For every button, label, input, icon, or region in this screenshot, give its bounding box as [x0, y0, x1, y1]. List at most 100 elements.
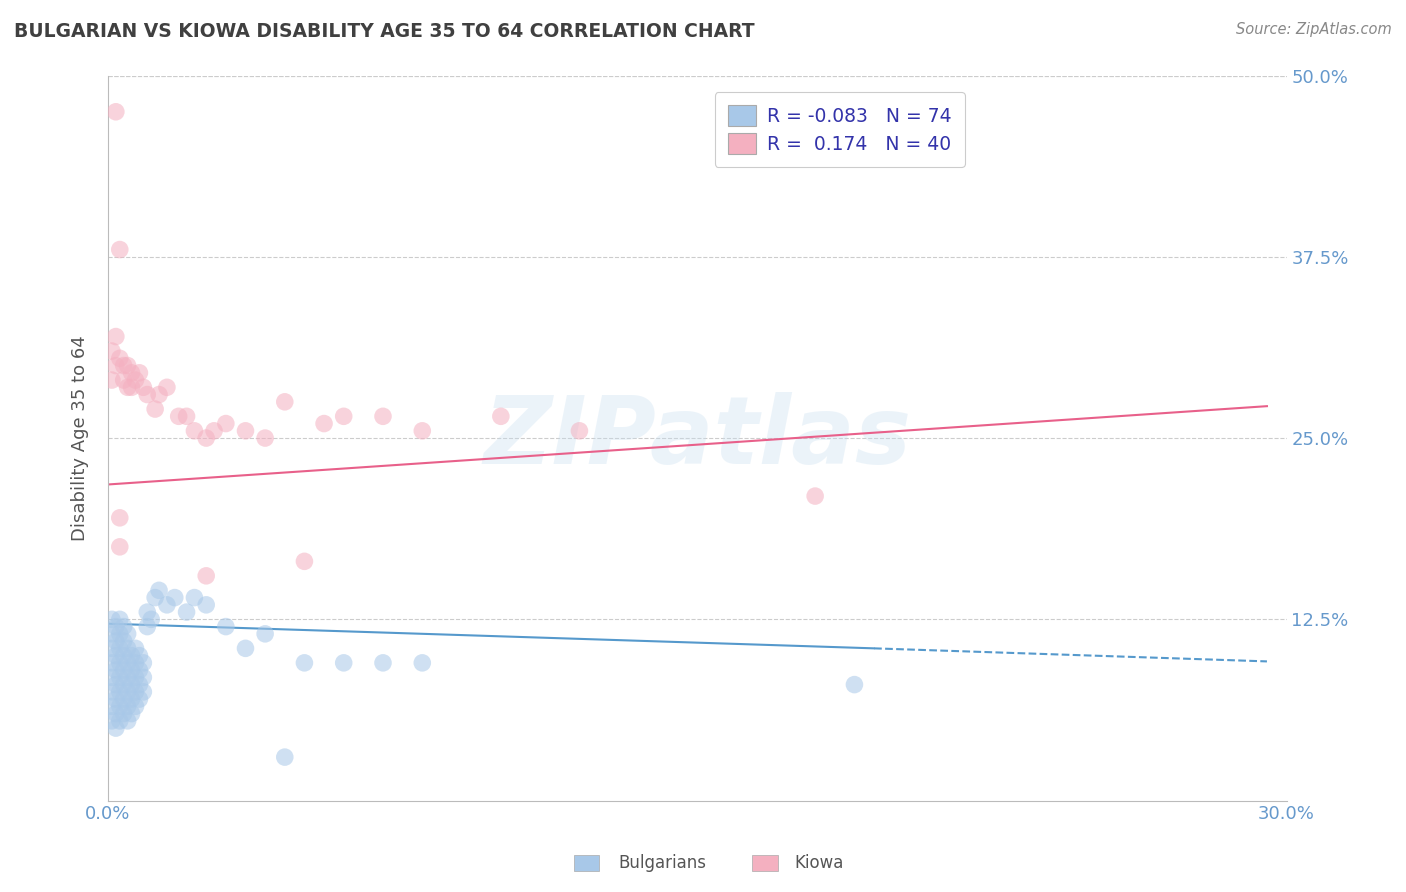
Point	[124, 699, 146, 714]
Point	[163, 591, 186, 605]
Point	[254, 627, 277, 641]
Point	[112, 706, 135, 721]
Point	[104, 619, 127, 633]
Point	[215, 417, 238, 431]
Text: ZIPatlas: ZIPatlas	[484, 392, 911, 484]
Point	[101, 612, 124, 626]
Point	[844, 677, 866, 691]
Point	[148, 583, 170, 598]
Point	[117, 656, 139, 670]
Point	[117, 380, 139, 394]
Point	[156, 380, 179, 394]
Point	[128, 648, 150, 663]
Point	[108, 714, 131, 728]
Point	[176, 605, 198, 619]
Point	[568, 424, 591, 438]
Point	[128, 692, 150, 706]
Point	[108, 627, 131, 641]
Point	[371, 656, 394, 670]
Point	[101, 714, 124, 728]
Point	[112, 677, 135, 691]
Point	[101, 344, 124, 359]
Point	[104, 721, 127, 735]
Point	[104, 648, 127, 663]
Point	[148, 387, 170, 401]
Point	[136, 387, 159, 401]
Point	[274, 394, 297, 409]
Point	[254, 431, 277, 445]
Point	[124, 685, 146, 699]
Point	[104, 104, 127, 119]
Point	[215, 619, 238, 633]
Point	[128, 366, 150, 380]
Point	[117, 699, 139, 714]
Point	[195, 569, 218, 583]
Point	[176, 409, 198, 424]
Point	[108, 685, 131, 699]
Point	[136, 605, 159, 619]
Point	[112, 619, 135, 633]
Point	[108, 351, 131, 366]
Point	[104, 329, 127, 343]
Point	[101, 699, 124, 714]
Legend: R = -0.083   N = 74, R =  0.174   N = 40: R = -0.083 N = 74, R = 0.174 N = 40	[714, 92, 965, 167]
Point	[804, 489, 827, 503]
Point	[108, 511, 131, 525]
Point	[183, 424, 205, 438]
Point	[183, 591, 205, 605]
Point	[108, 656, 131, 670]
Text: BULGARIAN VS KIOWA DISABILITY AGE 35 TO 64 CORRELATION CHART: BULGARIAN VS KIOWA DISABILITY AGE 35 TO …	[14, 22, 755, 41]
Point	[143, 402, 166, 417]
Point	[121, 648, 143, 663]
Point	[124, 656, 146, 670]
Point	[108, 612, 131, 626]
Point	[167, 409, 190, 424]
Point	[117, 359, 139, 373]
Point	[101, 685, 124, 699]
Point	[104, 359, 127, 373]
Point	[101, 670, 124, 684]
Point	[117, 627, 139, 641]
Point	[124, 641, 146, 656]
Point	[371, 409, 394, 424]
Point	[274, 750, 297, 764]
Point	[195, 598, 218, 612]
Text: Kiowa: Kiowa	[794, 855, 844, 872]
Point	[101, 627, 124, 641]
Point	[117, 670, 139, 684]
Point	[143, 591, 166, 605]
Point	[104, 634, 127, 648]
Point	[489, 409, 512, 424]
Point	[132, 656, 155, 670]
Point	[121, 692, 143, 706]
Point	[332, 409, 354, 424]
Y-axis label: Disability Age 35 to 64: Disability Age 35 to 64	[72, 335, 89, 541]
Point	[104, 677, 127, 691]
Point	[104, 663, 127, 677]
Point	[112, 648, 135, 663]
Point	[128, 663, 150, 677]
Point	[312, 417, 335, 431]
Point	[294, 656, 316, 670]
Point	[128, 677, 150, 691]
Point	[156, 598, 179, 612]
Point	[112, 663, 135, 677]
Point	[101, 373, 124, 387]
Point	[235, 424, 257, 438]
Point	[195, 431, 218, 445]
Point	[101, 656, 124, 670]
Point	[132, 670, 155, 684]
Point	[141, 612, 163, 626]
Point	[411, 656, 433, 670]
Point	[332, 656, 354, 670]
Text: Bulgarians: Bulgarians	[619, 855, 707, 872]
Point	[121, 663, 143, 677]
Point	[136, 619, 159, 633]
Point	[117, 641, 139, 656]
Point	[294, 554, 316, 568]
Point	[121, 380, 143, 394]
Point	[112, 692, 135, 706]
Point	[101, 641, 124, 656]
Point	[124, 670, 146, 684]
Point	[112, 634, 135, 648]
